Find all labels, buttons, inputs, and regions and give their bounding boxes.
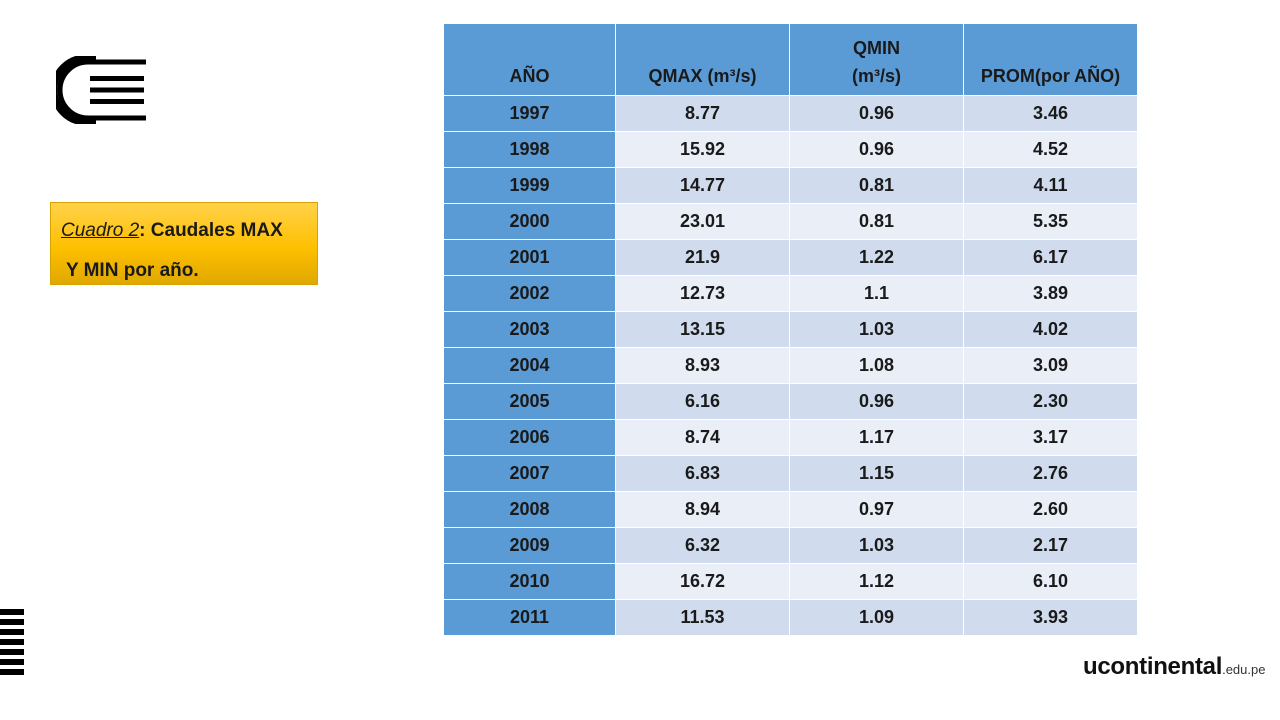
cell-qmin: 1.03 [789,527,964,564]
caption-reference: Cuadro 2 [61,220,140,241]
cell-qmin: 0.81 [789,167,964,204]
header-year: AÑO [443,23,616,96]
cell-year: 2001 [443,239,616,276]
table-row: 2007 6.83 1.15 2.76 [443,455,1138,492]
cell-average: 2.76 [963,455,1138,492]
cell-qmin: 1.12 [789,563,964,600]
cell-year: 1998 [443,131,616,168]
table-header-row: AÑO QMAX (m³/s) QMIN (m³/s) PROM(por AÑO) [443,23,1138,96]
cell-year: 2011 [443,599,616,636]
cell-average: 6.17 [963,239,1138,276]
cell-year: 2010 [443,563,616,600]
cell-average: 3.93 [963,599,1138,636]
side-bars-icon [0,609,24,675]
cell-average: 2.60 [963,491,1138,528]
cell-year: 2007 [443,455,616,492]
cell-qmax: 14.77 [615,167,790,204]
caption-line-1: Cuadro 2: Caudales MAX [61,211,307,251]
cell-average: 3.89 [963,275,1138,312]
table-row: 2002 12.73 1.1 3.89 [443,275,1138,312]
cell-qmax: 15.92 [615,131,790,168]
cell-qmax: 13.15 [615,311,790,348]
table-row: 2006 8.74 1.17 3.17 [443,419,1138,456]
cell-year: 2008 [443,491,616,528]
cell-year: 2004 [443,347,616,384]
cell-qmin: 0.96 [789,131,964,168]
cell-qmin: 0.97 [789,491,964,528]
cell-qmax: 8.77 [615,95,790,132]
table-row: 2004 8.93 1.08 3.09 [443,347,1138,384]
table-row: 2001 21.9 1.22 6.17 [443,239,1138,276]
cell-year: 2009 [443,527,616,564]
brand-logo: ucontinental.edu.pe [1083,653,1265,681]
cell-qmax: 12.73 [615,275,790,312]
cell-qmax: 16.72 [615,563,790,600]
table-caption: Cuadro 2: Caudales MAX Y MIN por año. [50,202,318,285]
cell-average: 4.52 [963,131,1138,168]
cell-qmin: 0.96 [789,95,964,132]
flow-data-table: AÑO QMAX (m³/s) QMIN (m³/s) PROM(por AÑO)… [443,23,1138,636]
table-row: 1999 14.77 0.81 4.11 [443,167,1138,204]
cell-qmax: 21.9 [615,239,790,276]
cell-qmax: 8.94 [615,491,790,528]
cell-qmax: 11.53 [615,599,790,636]
header-average: PROM(por AÑO) [963,23,1138,96]
continental-logo-icon [56,56,146,124]
cell-qmax: 8.93 [615,347,790,384]
cell-average: 2.17 [963,527,1138,564]
header-qmax: QMAX (m³/s) [615,23,790,96]
table-row: 2010 16.72 1.12 6.10 [443,563,1138,600]
brand-name: ucontinental [1083,653,1223,680]
cell-qmin: 0.81 [789,203,964,240]
table-row: 1998 15.92 0.96 4.52 [443,131,1138,168]
cell-average: 4.11 [963,167,1138,204]
cell-qmin: 1.22 [789,239,964,276]
cell-qmin: 1.09 [789,599,964,636]
cell-qmax: 6.83 [615,455,790,492]
cell-qmax: 8.74 [615,419,790,456]
cell-average: 3.17 [963,419,1138,456]
header-qmin-line1: QMIN [853,38,900,58]
cell-year: 2005 [443,383,616,420]
table-row: 1997 8.77 0.96 3.46 [443,95,1138,132]
table-row: 2005 6.16 0.96 2.30 [443,383,1138,420]
table-row: 2003 13.15 1.03 4.02 [443,311,1138,348]
cell-qmin: 1.1 [789,275,964,312]
brand-domain: .edu.pe [1222,662,1266,677]
cell-qmin: 1.03 [789,311,964,348]
cell-average: 5.35 [963,203,1138,240]
cell-average: 4.02 [963,311,1138,348]
cell-average: 3.09 [963,347,1138,384]
table-row: 2008 8.94 0.97 2.60 [443,491,1138,528]
cell-qmin: 1.15 [789,455,964,492]
table-row: 2011 11.53 1.09 3.93 [443,599,1138,636]
cell-year: 2003 [443,311,616,348]
cell-year: 2006 [443,419,616,456]
cell-average: 6.10 [963,563,1138,600]
cell-year: 2002 [443,275,616,312]
cell-average: 3.46 [963,95,1138,132]
cell-qmax: 23.01 [615,203,790,240]
cell-qmin: 1.17 [789,419,964,456]
cell-year: 1999 [443,167,616,204]
cell-qmin: 1.08 [789,347,964,384]
header-qmin: QMIN (m³/s) [789,23,964,96]
cell-qmax: 6.16 [615,383,790,420]
cell-year: 1997 [443,95,616,132]
cell-qmax: 6.32 [615,527,790,564]
header-qmin-line2: (m³/s) [852,66,901,86]
caption-line-2: Y MIN por año. [66,260,199,281]
cell-average: 2.30 [963,383,1138,420]
caption-title: : Caudales MAX [139,220,283,241]
table-row: 2009 6.32 1.03 2.17 [443,527,1138,564]
table-row: 2000 23.01 0.81 5.35 [443,203,1138,240]
cell-year: 2000 [443,203,616,240]
cell-qmin: 0.96 [789,383,964,420]
